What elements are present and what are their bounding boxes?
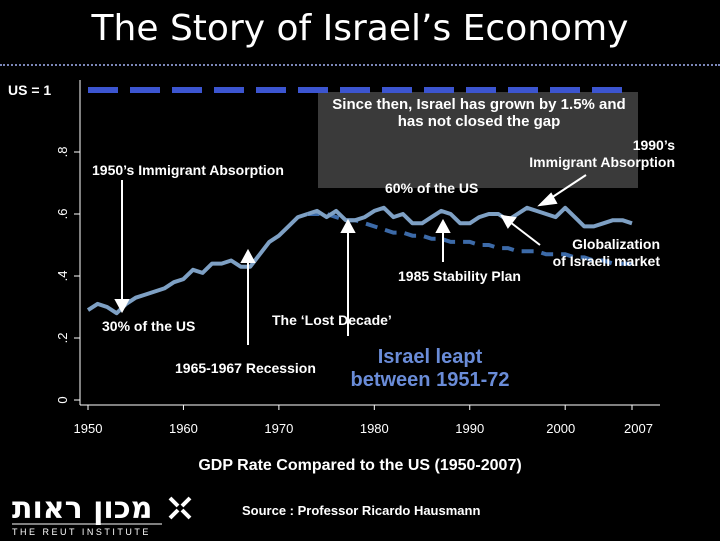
recession-annotation: 1965-1967 Recession [175, 360, 316, 376]
israel-leapt-line2: between 1951-72 [350, 369, 510, 391]
x-tick-label: 1960 [169, 421, 198, 436]
israel-leapt-annotation: Israel leapt between 1951-72 [330, 346, 530, 392]
lost-decade-annotation: The ‘Lost Decade’ [272, 312, 392, 328]
us-equals-one-label: US = 1 [8, 82, 52, 98]
y-tick-label: .4 [55, 271, 70, 282]
x-ticks: 1950 1960 1970 1980 1990 2000 2007 [74, 405, 653, 436]
chart-caption: GDP Rate Compared to the US (1950-2007) [198, 457, 522, 474]
israel-trend-dashed-line [307, 212, 632, 266]
israel-gdp-line-early [86, 212, 309, 316]
y-tick-label: .8 [55, 147, 70, 158]
arrow-1950s-head [114, 299, 130, 314]
arrow-recession-head [240, 248, 256, 263]
since-then-callout-box [318, 92, 638, 188]
stability-plan-annotation: 1985 Stability Plan [398, 268, 521, 284]
since-then-annotation: Since then, Israel has grown by 1.5% and… [332, 96, 626, 130]
globalization-line1: Globalization [572, 236, 660, 252]
reut-logo-english: THE REUT INSTITUTE [12, 527, 151, 536]
y-ticks: 0 .2 .4 .6 .8 [55, 147, 80, 404]
x-tick-label: 1950 [74, 421, 103, 436]
y-tick-label: .6 [55, 209, 70, 220]
x-tick-label: 1990 [455, 421, 484, 436]
israel-gdp-line-late [306, 205, 633, 229]
arrow-stability-plan-head [435, 218, 451, 233]
globalization-annotation: Globalization of Israeli market [510, 236, 660, 270]
immigrant-1990s-annotation: 1990’s Immigrant Absorption [500, 137, 675, 171]
arrow-lost-decade-head [340, 218, 356, 233]
title-divider [0, 64, 720, 66]
x-tick-label: 2007 [624, 421, 653, 436]
thirty-percent-annotation: 30% of the US [102, 318, 196, 334]
annotation-arrows [114, 174, 587, 345]
slide-title: The Story of Israel’s Economy [91, 8, 629, 49]
x-tick-label: 2000 [546, 421, 575, 436]
reut-institute-logo: מכון ראות THE REUT INSTITUTE [12, 488, 202, 541]
source-note: Source : Professor Ricardo Hausmann [242, 503, 481, 518]
arrow-1990s [547, 174, 587, 201]
reut-logo-symbol [168, 496, 192, 520]
immigrant-1990s-line1: 1990’s [632, 137, 675, 153]
x-tick-label: 1980 [360, 421, 389, 436]
x-tick-label: 1970 [264, 421, 293, 436]
reut-logo-mark: מכון ראות THE REUT INSTITUTE [12, 491, 192, 537]
immigrant-1950s-annotation: 1950’s Immigrant Absorption [92, 162, 284, 178]
reut-logo-hebrew: מכון ראות [12, 491, 152, 526]
arrow-1990s-head [537, 192, 558, 207]
israel-leapt-line1: Israel leapt [377, 346, 483, 368]
y-tick-label: 0 [55, 396, 70, 403]
immigrant-1990s-line2: Immigrant Absorption [529, 154, 675, 170]
arrow-globalization [509, 221, 541, 246]
globalization-line2: of Israeli market [552, 253, 660, 269]
sixty-percent-annotation: 60% of the US [385, 180, 479, 196]
y-tick-label: .2 [55, 333, 70, 344]
arrow-globalization-head [500, 214, 517, 229]
